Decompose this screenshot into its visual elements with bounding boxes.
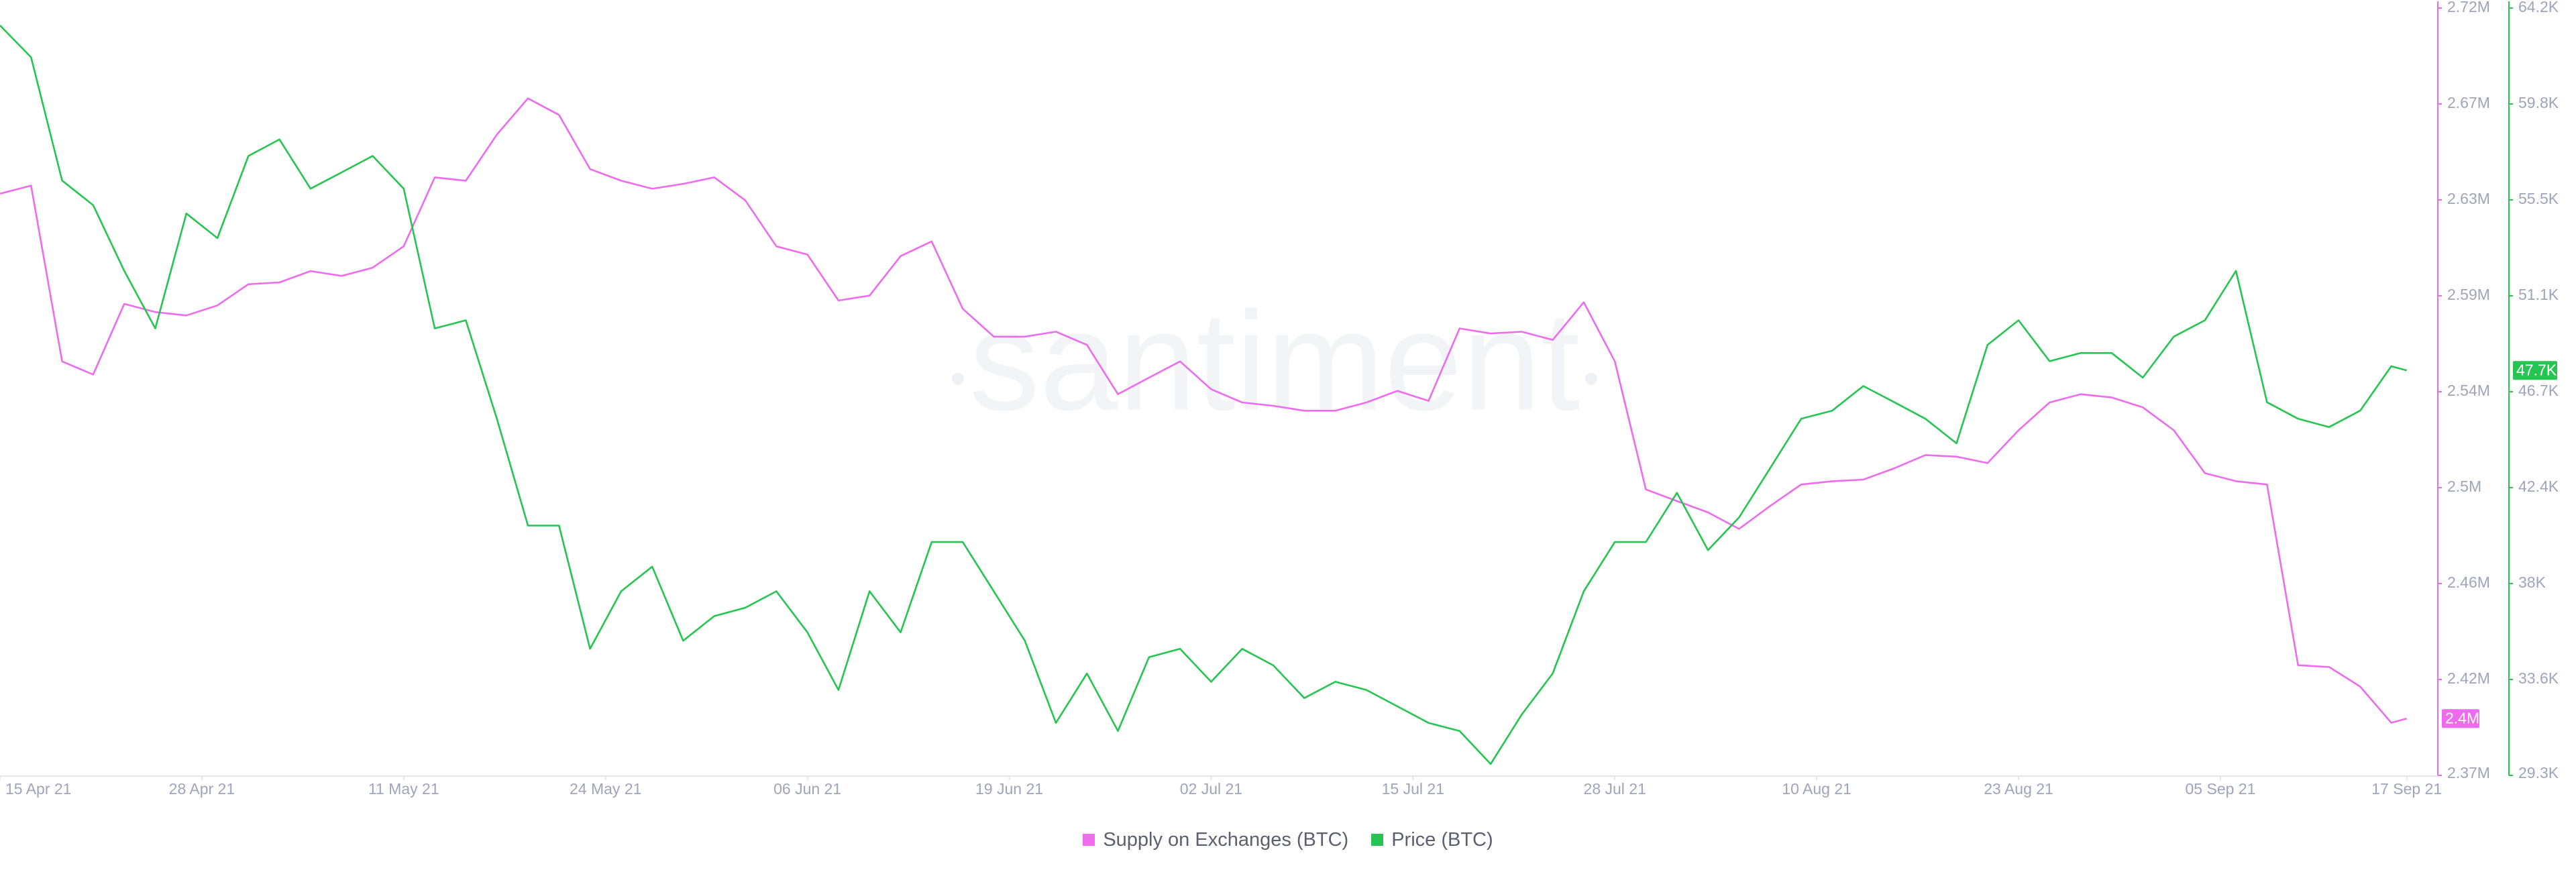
y-tick-label: 2.54M bbox=[2447, 382, 2490, 399]
y2-tick-label: 64.2K bbox=[2518, 0, 2559, 15]
x-tick-label: 05 Sep 21 bbox=[2186, 780, 2256, 798]
x-tick-label: 28 Apr 21 bbox=[169, 780, 235, 798]
series-line bbox=[0, 24, 2408, 765]
watermark-group: santiment bbox=[952, 282, 1597, 439]
x-tick-label: 02 Jul 21 bbox=[1180, 780, 1242, 798]
end-badge: 47.7K bbox=[2513, 361, 2557, 380]
y-tick-label: 2.72M bbox=[2447, 0, 2490, 15]
y2-tick-label: 59.8K bbox=[2518, 94, 2559, 111]
y2-tick-label: 51.1K bbox=[2518, 286, 2559, 303]
y2-tick-label: 38K bbox=[2518, 574, 2546, 591]
end-badge-box bbox=[2442, 709, 2479, 728]
y-tick-label: 2.37M bbox=[2447, 764, 2490, 781]
y2-tick-label: 29.3K bbox=[2518, 764, 2559, 781]
legend-item[interactable]: Supply on Exchanges (BTC) bbox=[1083, 829, 1348, 851]
y2-tick-label: 55.5K bbox=[2518, 190, 2559, 207]
watermark: santiment bbox=[969, 282, 1580, 439]
end-badge-box bbox=[2513, 361, 2557, 380]
legend: Supply on Exchanges (BTC) Price (BTC) bbox=[0, 825, 2576, 855]
x-tick-label: 23 Aug 21 bbox=[1984, 780, 2053, 798]
watermark-dot bbox=[952, 373, 964, 385]
end-badge: 2.4M bbox=[2442, 709, 2479, 728]
x-tick-label: 15 Apr 21 bbox=[5, 780, 71, 798]
x-tick-label: 19 Jun 21 bbox=[975, 780, 1043, 798]
x-tick-label: 28 Jul 21 bbox=[1584, 780, 1646, 798]
y-tick-label: 2.42M bbox=[2447, 669, 2490, 687]
legend-swatch bbox=[1371, 834, 1384, 846]
x-tick-label: 06 Jun 21 bbox=[773, 780, 841, 798]
x-tick-label: 10 Aug 21 bbox=[1782, 780, 1851, 798]
y-tick-label: 2.59M bbox=[2447, 286, 2490, 303]
legend-item[interactable]: Price (BTC) bbox=[1371, 829, 1493, 851]
series-line bbox=[0, 97, 2408, 724]
x-tick-label: 17 Sep 21 bbox=[2371, 780, 2442, 798]
y2-tick-label: 42.4K bbox=[2518, 478, 2559, 495]
y2-tick-label: 33.6K bbox=[2518, 669, 2559, 687]
y2-tick-label: 46.7K bbox=[2518, 382, 2559, 399]
legend-label: Supply on Exchanges (BTC) bbox=[1103, 828, 1349, 851]
end-badge-label: 2.4M bbox=[2445, 709, 2479, 726]
chart: santiment 15 Apr 21 28 Apr 21 11 May 21 24 … bbox=[0, 0, 2559, 798]
legend-swatch bbox=[1083, 834, 1095, 846]
y-tick-label: 2.46M bbox=[2447, 574, 2490, 591]
y-tick-label: 2.5M bbox=[2447, 478, 2481, 495]
x-tick-label: 24 May 21 bbox=[570, 780, 641, 798]
x-tick-label: 11 May 21 bbox=[368, 780, 439, 798]
y-tick-label: 2.63M bbox=[2447, 190, 2490, 207]
legend-label: Price (BTC) bbox=[1391, 828, 1493, 851]
end-badge-label: 47.7K bbox=[2516, 361, 2557, 378]
x-tick-label: 15 Jul 21 bbox=[1382, 780, 1444, 798]
y-tick-label: 2.67M bbox=[2447, 94, 2490, 111]
watermark-dot bbox=[1585, 373, 1597, 385]
